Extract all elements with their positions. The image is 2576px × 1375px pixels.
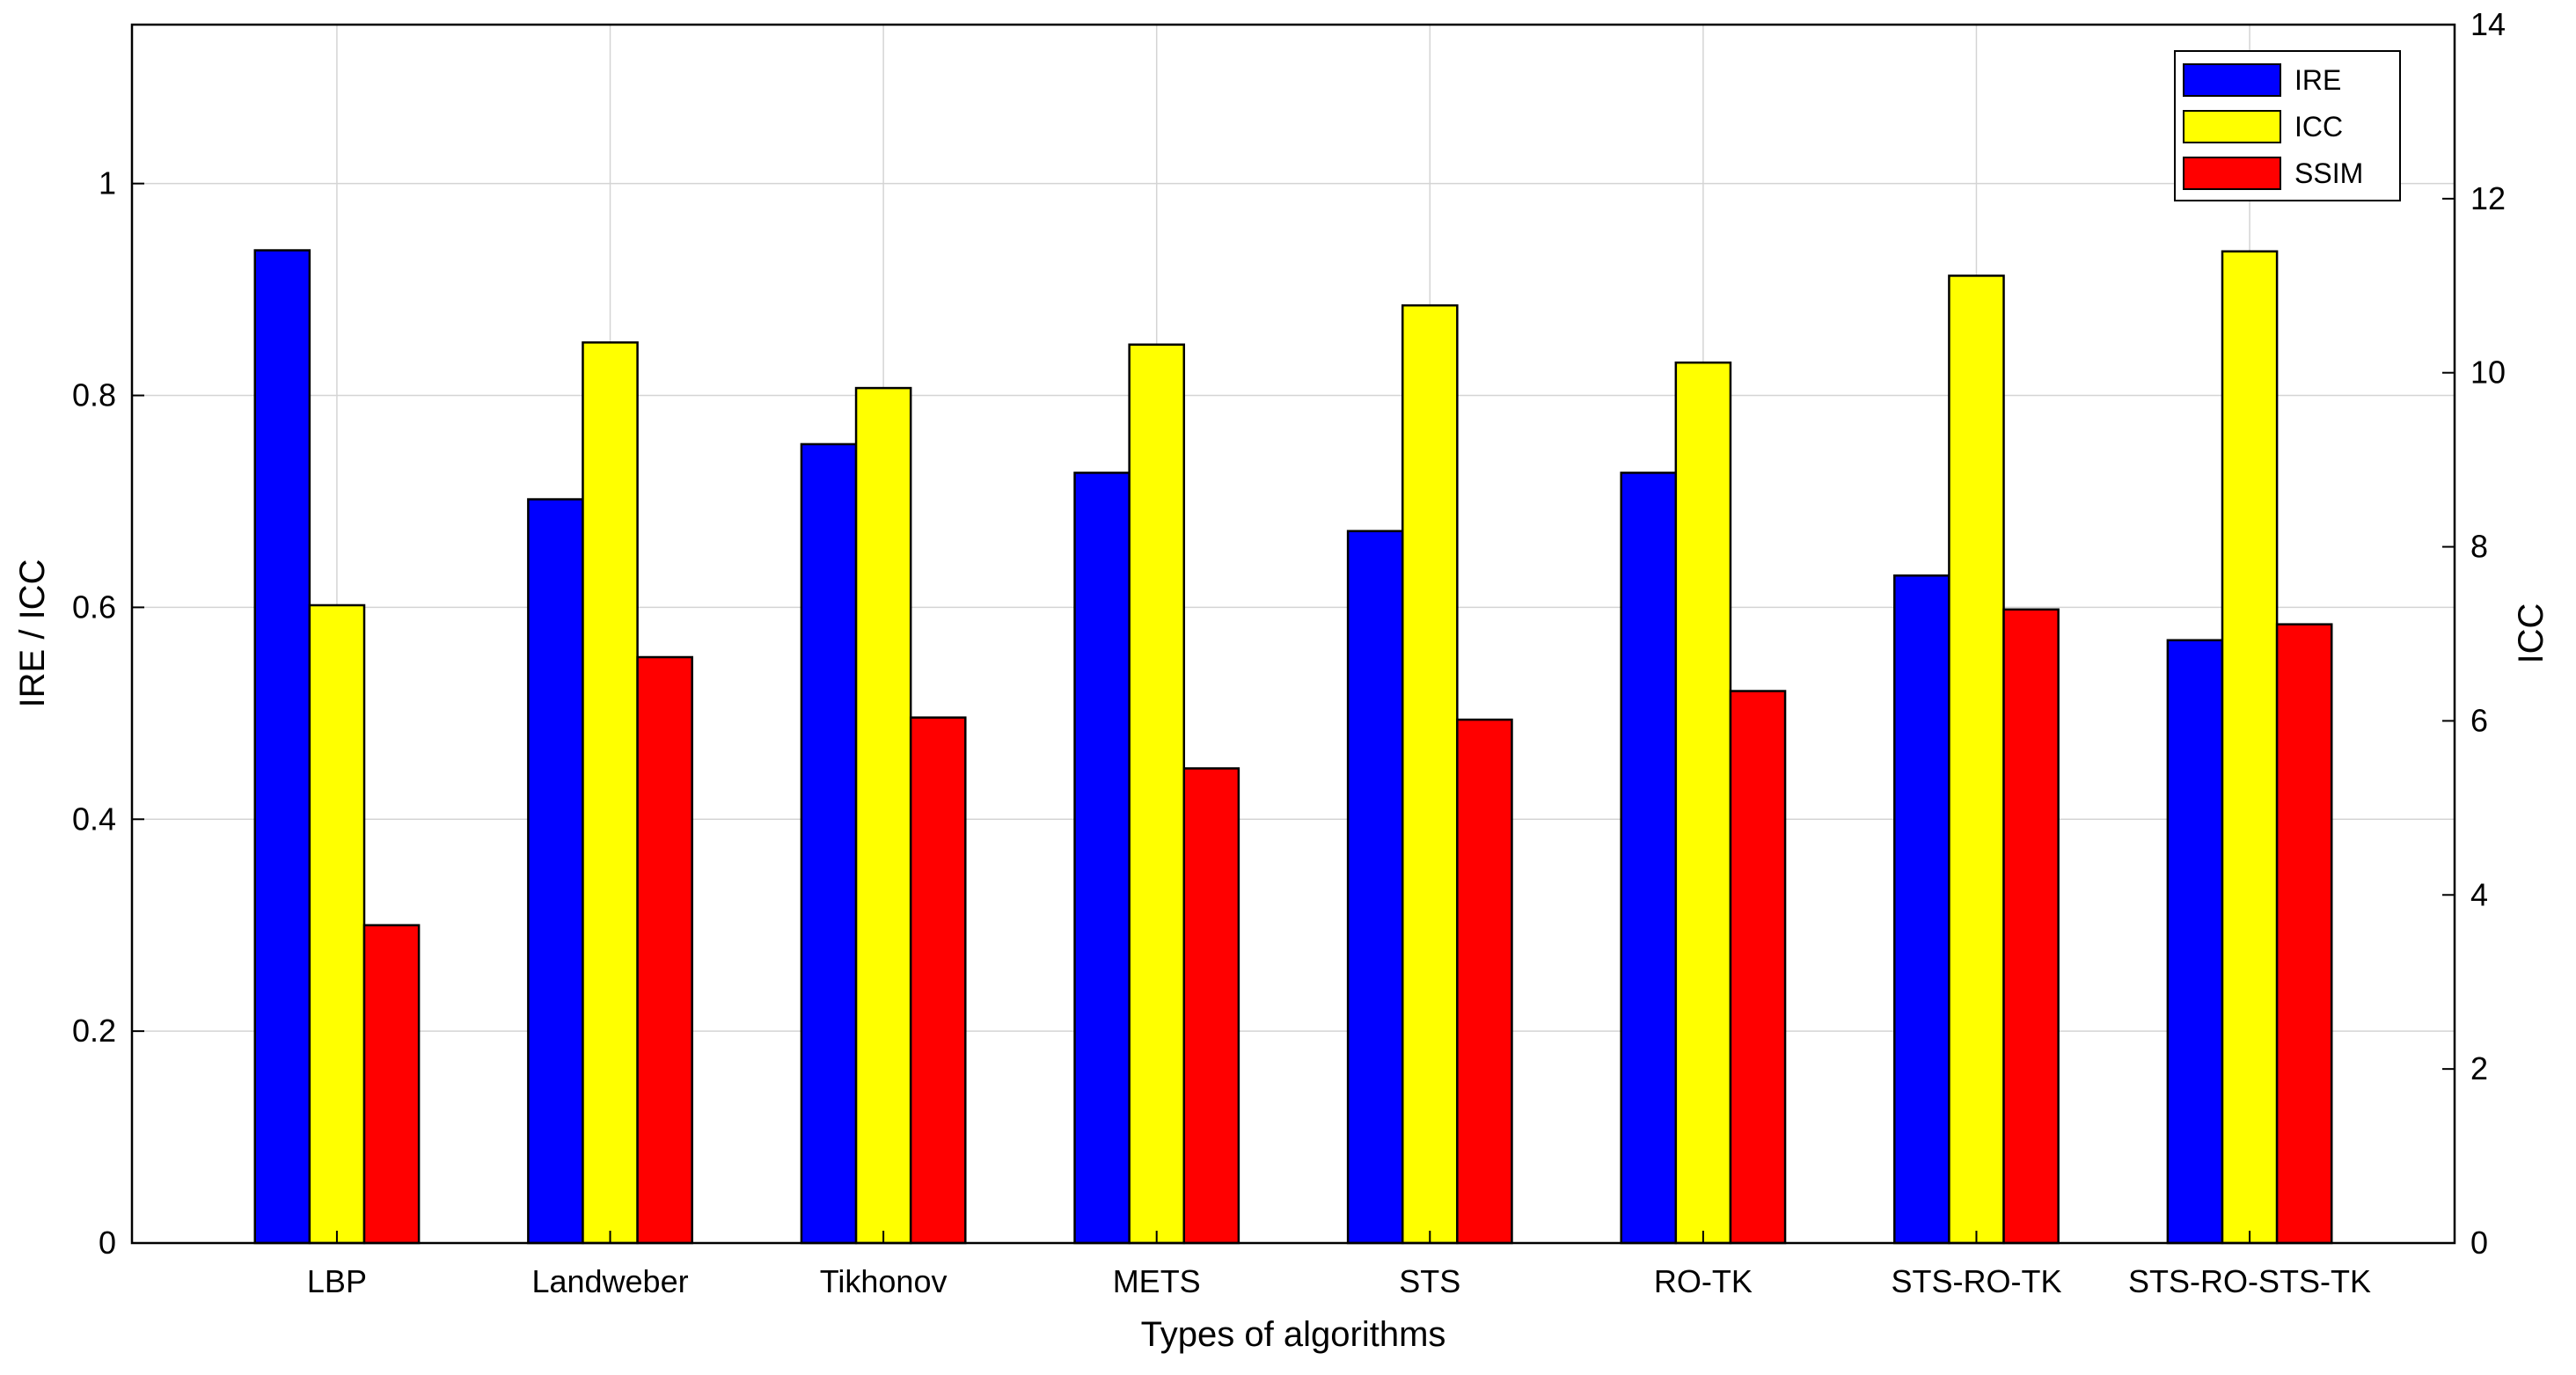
bar-ssim-lbp <box>362 924 421 1245</box>
x-tick-label: STS-RO-TK <box>1891 1263 2061 1299</box>
legend-label-ire: IRE <box>2294 64 2341 96</box>
x-tick-label: LBP <box>307 1263 367 1299</box>
legend-label-icc: ICC <box>2294 111 2343 143</box>
y-tick-label-right: 2 <box>2470 1050 2488 1086</box>
bar-ssim-sts <box>1456 718 1513 1245</box>
bar-ssim-landweber <box>636 655 693 1245</box>
bar-ssim-sts-ro-sts-tk <box>2275 623 2333 1245</box>
x-tick-label: Tikhonov <box>820 1263 948 1299</box>
y-tick-label-right: 12 <box>2470 180 2506 216</box>
bar-icc-lbp <box>308 603 366 1245</box>
x-tick-label: RO-TK <box>1654 1263 1753 1299</box>
y-tick-label-left: 0.4 <box>72 801 116 837</box>
bar-ire-sts-ro-sts-tk <box>2166 639 2224 1245</box>
bar-icc-tikhonov <box>854 386 912 1245</box>
y-tick-label-right: 0 <box>2470 1225 2488 1261</box>
x-tick-label: METS <box>1113 1263 1201 1299</box>
plot-background <box>132 25 2455 1243</box>
y-tick-label-right: 14 <box>2470 6 2506 42</box>
bar-icc-sts-ro-sts-tk <box>2221 250 2279 1245</box>
y-tick-label-left: 0.6 <box>72 589 116 625</box>
bar-icc-landweber <box>582 341 639 1245</box>
bars <box>253 249 2333 1245</box>
bar-ire-lbp <box>253 249 311 1245</box>
x-tick-label: Landweber <box>531 1263 688 1299</box>
bar-ire-landweber <box>527 498 584 1245</box>
bar-icc-sts <box>1401 304 1459 1245</box>
bar-ssim-sts-ro-tk <box>2002 608 2060 1245</box>
bar-ire-mets <box>1073 472 1131 1245</box>
plot-frame <box>130 23 2456 1245</box>
bar-ssim-mets <box>1182 767 1240 1245</box>
x-tick-label: STS-RO-STS-TK <box>2128 1263 2371 1299</box>
bar-ssim-ro-tk <box>1729 690 1787 1245</box>
x-axis-title: Types of algorithms <box>1141 1315 1446 1354</box>
y-tick-label-left: 0.8 <box>72 377 116 413</box>
y-axis-title-right: ICC <box>2512 603 2550 664</box>
legend: IRE ICC SSIM <box>2174 50 2401 201</box>
bar-ire-tikhonov <box>800 442 858 1245</box>
y-tick-label-left: 0 <box>99 1225 116 1261</box>
legend-label-ssim: SSIM <box>2294 157 2363 189</box>
y-tick-label-right: 6 <box>2470 702 2488 738</box>
bar-icc-ro-tk <box>1674 361 1732 1245</box>
y-tick-label-left: 1 <box>99 165 116 201</box>
legend-swatch-icc <box>2183 110 2281 143</box>
legend-swatch-ire <box>2183 63 2281 97</box>
x-tick-label: STS <box>1399 1263 1460 1299</box>
y-tick-label-right: 4 <box>2470 876 2488 912</box>
y-tick-label-right: 10 <box>2470 355 2506 391</box>
bar-ire-sts-ro-tk <box>1893 574 1950 1245</box>
bar-ire-sts <box>1346 530 1404 1245</box>
bar-icc-sts-ro-tk <box>1948 274 2005 1245</box>
bar-ssim-tikhonov <box>909 716 967 1245</box>
bar-ire-ro-tk <box>1620 472 1678 1245</box>
y-tick-label-right: 8 <box>2470 529 2488 565</box>
bar-icc-mets <box>1128 343 1186 1245</box>
legend-swatch-ssim <box>2183 157 2281 190</box>
y-tick-label-left: 0.2 <box>72 1013 116 1049</box>
y-axis-title-left: IRE / ICC <box>13 560 52 708</box>
